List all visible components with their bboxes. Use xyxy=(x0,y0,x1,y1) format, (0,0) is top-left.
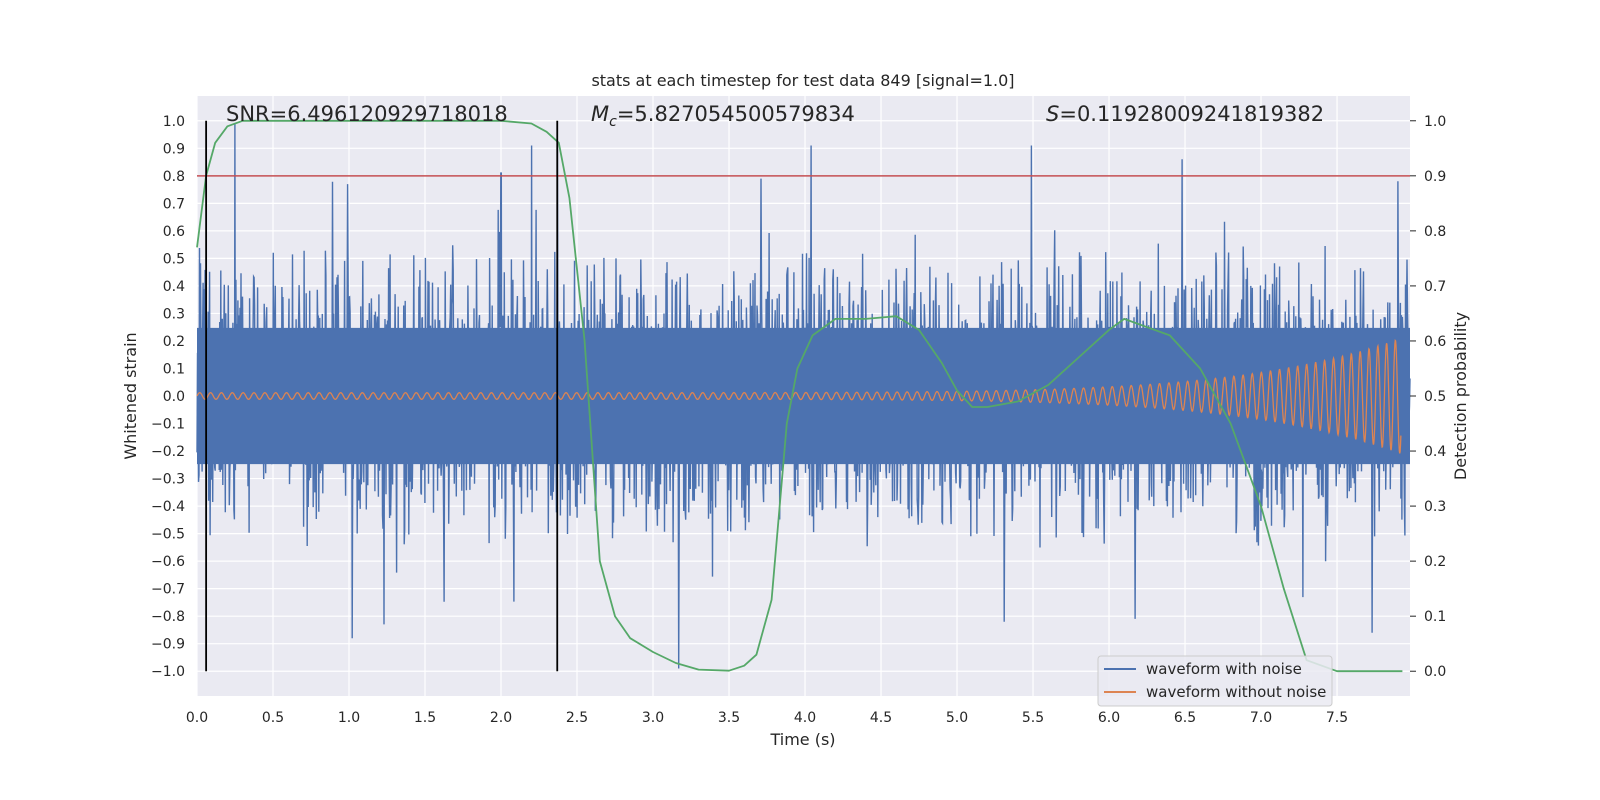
y2-tick-label: 0.3 xyxy=(1424,499,1446,515)
x-tick-label: 1.0 xyxy=(338,710,360,726)
y-tick-label: 0.3 xyxy=(163,306,185,322)
legend-label-clean: waveform without noise xyxy=(1146,683,1326,701)
s-value: =0.11928009241819382 xyxy=(1059,102,1324,126)
detection-probability-layer xyxy=(196,119,1410,673)
y-tick-label: −0.8 xyxy=(151,609,185,625)
x-tick-label: 3.0 xyxy=(642,710,664,726)
y-tick-label: −0.5 xyxy=(151,527,185,543)
y-axis-ticks: 1.0 0.9 0.8 0.7 0.6 0.5 0.4 0.3 0.2 0.1 0.0 −0.1 −0.… xyxy=(151,114,185,680)
legend-box xyxy=(1097,655,1333,707)
y-tick-label: −0.4 xyxy=(151,499,185,515)
y2-tick-label: 0.8 xyxy=(1424,224,1446,240)
y2-axis-label: Detection probability xyxy=(1451,312,1470,480)
y2-tick-label: 0.4 xyxy=(1424,444,1446,460)
chirp-mass-annotation: Mc=5.827054500579834 xyxy=(591,102,855,130)
clean-waveform-line xyxy=(196,338,1402,454)
y-tick-label: −1.0 xyxy=(151,664,185,680)
y2-tick-label: 0.7 xyxy=(1424,279,1446,295)
legend-label-noisy: waveform with noise xyxy=(1146,660,1302,678)
clean-waveform xyxy=(196,338,1402,454)
legend: waveform with noise waveform without noi… xyxy=(1097,655,1333,707)
y-tick-label: −0.2 xyxy=(151,444,185,460)
x-tick-label: 2.5 xyxy=(566,710,588,726)
chart-title: stats at each timestep for test data 849… xyxy=(591,71,1014,90)
y-tick-label: 0.7 xyxy=(163,196,185,212)
y-tick-label: 0.9 xyxy=(163,141,185,157)
y2-tick-label: 0.6 xyxy=(1424,334,1446,350)
y2-tick-label: 1.0 xyxy=(1424,114,1446,130)
y2-tick-label: 0.5 xyxy=(1424,389,1446,405)
x-tick-label: 7.0 xyxy=(1250,710,1272,726)
y2-tick-label: 0.0 xyxy=(1424,664,1446,680)
y-axis-label: Whitened strain xyxy=(121,332,140,459)
x-tick-label: 5.5 xyxy=(1022,710,1044,726)
y-tick-label: 0.6 xyxy=(163,224,185,240)
x-tick-label: 7.5 xyxy=(1326,710,1348,726)
y-tick-label: 0.4 xyxy=(163,279,185,295)
y-tick-label: 0.8 xyxy=(163,169,185,185)
x-tick-label: 0.0 xyxy=(186,710,208,726)
y2-axis-ticks: 1.0 0.9 0.8 0.7 0.6 0.5 0.4 0.3 0.2 0.1 0.0 xyxy=(1410,114,1446,680)
y-tick-label: 0.5 xyxy=(163,251,185,267)
snr-annotation: SNR=6.496120929718018 xyxy=(226,102,508,126)
y-tick-label: −0.7 xyxy=(151,582,185,598)
x-tick-label: 6.5 xyxy=(1174,710,1196,726)
y-tick-label: −0.1 xyxy=(151,417,185,433)
s-annotation: S=0.11928009241819382 xyxy=(1046,102,1324,126)
x-tick-label: 4.0 xyxy=(794,710,816,726)
y-tick-label: 0.0 xyxy=(163,389,185,405)
x-axis-ticks: 0.0 0.5 1.0 1.5 2.0 2.5 3.0 3.5 4.0 4.5 5.0 5.5 6.0 6… xyxy=(186,710,1348,726)
y-tick-label: −0.3 xyxy=(151,472,185,488)
x-axis-label: Time (s) xyxy=(769,730,835,749)
detection-probability-line xyxy=(196,119,1403,673)
x-tick-label: 0.5 xyxy=(262,710,284,726)
x-tick-label: 3.5 xyxy=(718,710,740,726)
y-tick-label: −0.6 xyxy=(151,554,185,570)
x-tick-label: 4.5 xyxy=(870,710,892,726)
vertical-markers xyxy=(205,120,559,672)
y2-tick-label: 0.9 xyxy=(1424,169,1446,185)
chirp-mass-value: =5.827054500579834 xyxy=(617,102,855,126)
x-tick-label: 5.0 xyxy=(946,710,968,726)
x-tick-label: 1.5 xyxy=(414,710,436,726)
y2-tick-label: 0.2 xyxy=(1424,554,1446,570)
x-tick-label: 6.0 xyxy=(1098,710,1120,726)
y-tick-label: 0.2 xyxy=(163,334,185,350)
y-tick-label: 1.0 xyxy=(163,114,185,130)
y2-tick-label: 0.1 xyxy=(1424,609,1446,625)
y-tick-label: 0.1 xyxy=(163,361,185,377)
y-tick-label: −0.9 xyxy=(151,637,185,653)
x-tick-label: 2.0 xyxy=(490,710,512,726)
